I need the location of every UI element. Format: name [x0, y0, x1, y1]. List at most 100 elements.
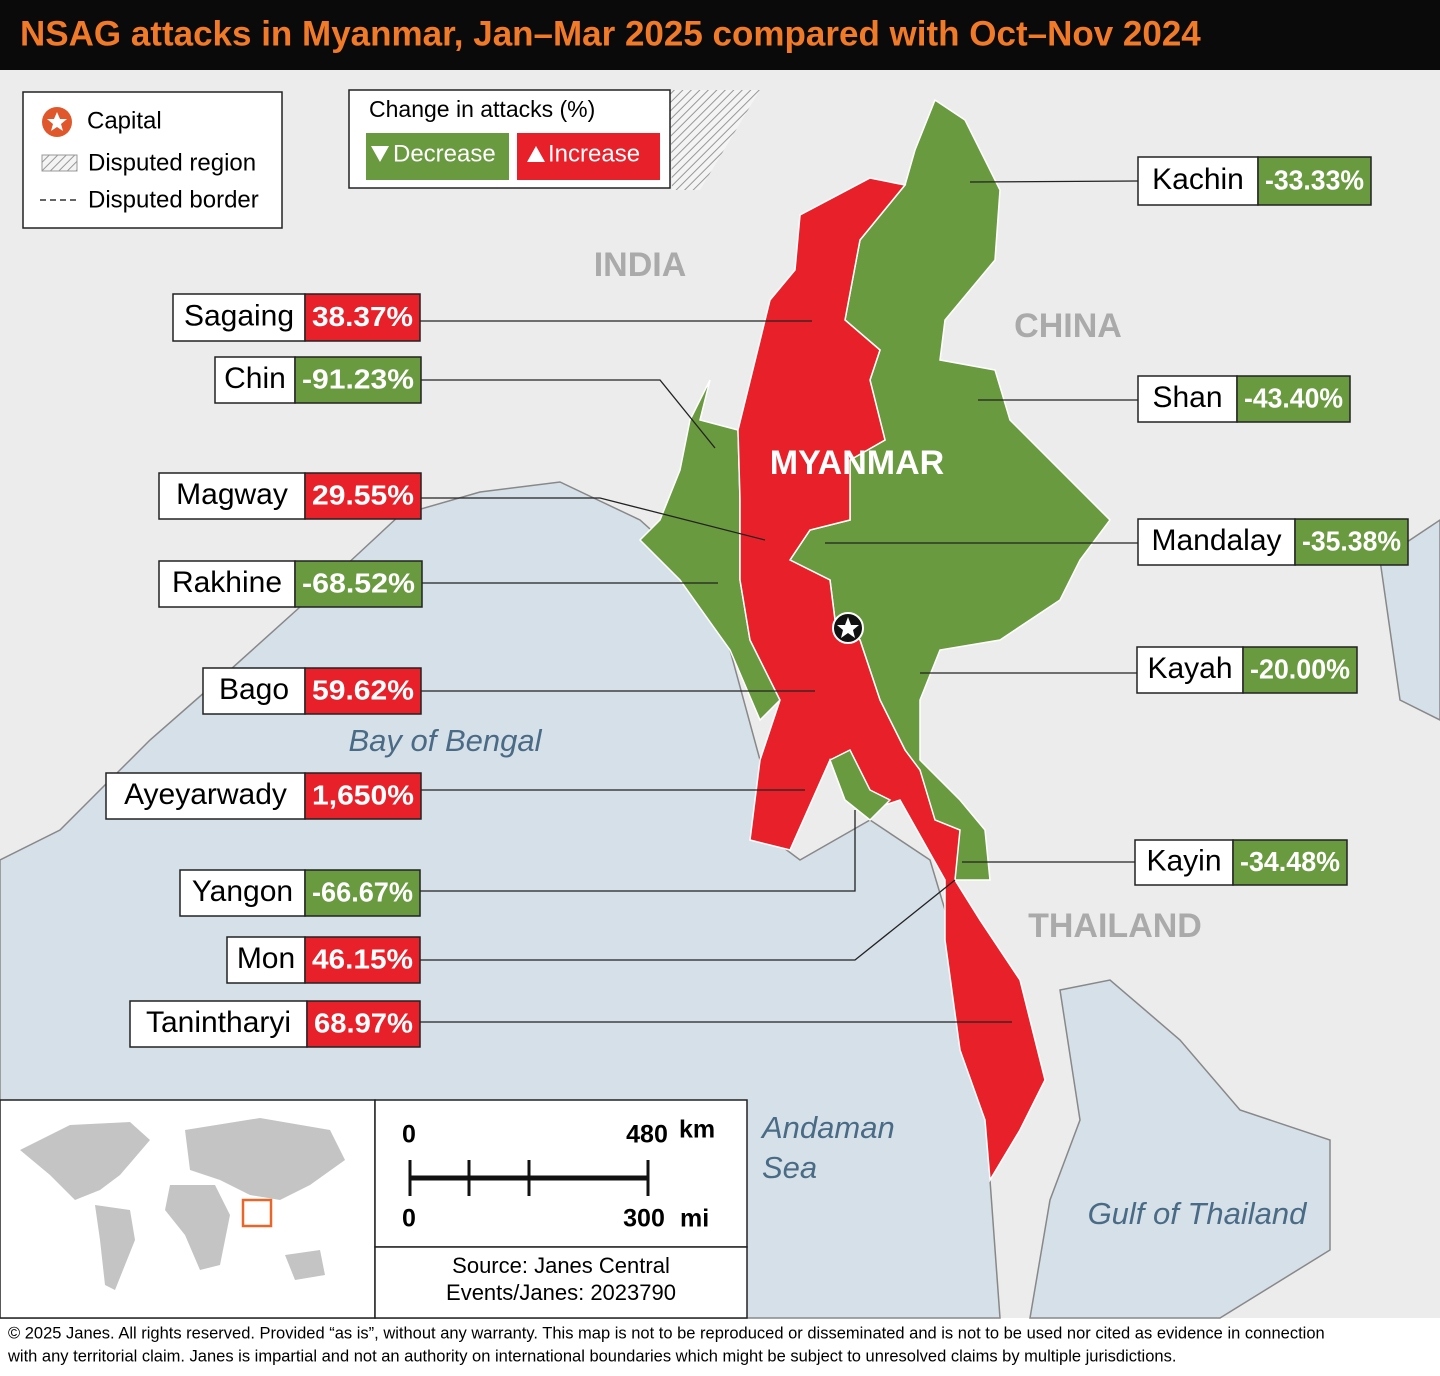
scale-unit: mi: [680, 1205, 709, 1233]
legend-label: Increase: [548, 140, 640, 167]
scale-label: 0: [402, 1205, 416, 1233]
decrease-swatch: [366, 133, 509, 180]
water-label: Sea: [762, 1150, 817, 1185]
country-label: THAILAND: [1028, 907, 1202, 945]
change-legend-title: Change in attacks (%): [369, 96, 595, 122]
region-name: Yangon: [192, 875, 293, 908]
leader-line: [421, 379, 716, 449]
source-box: [374, 1246, 748, 1319]
region-change: -91.23%: [302, 363, 414, 394]
name-box: [214, 356, 296, 404]
continent: [185, 1118, 345, 1200]
region-name: Kachin: [1152, 163, 1244, 196]
locator-frame: [241, 1198, 273, 1228]
region-name: Rakhine: [172, 566, 282, 599]
region-change: -34.48%: [1240, 846, 1340, 877]
region-change: -35.38%: [1302, 525, 1401, 556]
disputed-area: [670, 90, 760, 190]
value-box: [294, 356, 422, 404]
source-text: Events/Janes: 2023790: [446, 1280, 676, 1305]
region-change: 46.15%: [312, 943, 413, 974]
value-box: [1232, 839, 1348, 886]
gulf: [1029, 979, 1331, 1319]
scale-unit: km: [679, 1116, 715, 1144]
country-label: INDIA: [594, 246, 687, 284]
value-box: [1294, 518, 1409, 566]
region-name: Magway: [176, 478, 288, 511]
region-change: -43.40%: [1244, 382, 1343, 413]
region-name: Bago: [219, 673, 289, 706]
region-change: 1,650%: [312, 779, 414, 810]
region-name: Ayeyarwady: [124, 778, 287, 811]
title-bar: [0, 0, 1440, 70]
scale-label: 0: [402, 1121, 416, 1149]
name-box: [158, 472, 306, 520]
source-text: Source: Janes Central: [452, 1253, 670, 1278]
increase-arrow: [527, 146, 545, 162]
region-change: -68.52%: [302, 567, 415, 598]
value-box: [306, 1000, 421, 1048]
region-change: 68.97%: [314, 1007, 413, 1038]
region-change: -33.33%: [1265, 164, 1364, 195]
continent: [95, 1205, 135, 1290]
water-label: Andaman: [760, 1110, 895, 1145]
continent: [165, 1185, 230, 1270]
name-box: [172, 293, 306, 342]
capital-star: [837, 617, 859, 638]
value-box: [304, 772, 422, 820]
value-box: [304, 293, 421, 342]
leader-line: [421, 497, 766, 541]
region-name: Kayin: [1146, 844, 1221, 877]
footer-text: © 2025 Janes. All rights reserved. Provi…: [8, 1324, 1325, 1342]
region-central: [737, 177, 1046, 1183]
region-change: 59.62%: [312, 674, 414, 705]
region-change: -66.67%: [312, 876, 413, 907]
scale-label: 300: [623, 1205, 665, 1233]
name-box: [129, 1000, 308, 1048]
region-name: Chin: [224, 362, 286, 395]
leader-line: [969, 180, 1139, 183]
value-box: [304, 936, 421, 984]
value-box: [304, 667, 422, 715]
scale-box: [374, 1099, 748, 1248]
legend-label: Disputed border: [88, 186, 259, 213]
region-yangon: [829, 748, 892, 822]
value-box: [1242, 646, 1358, 694]
continent: [285, 1250, 325, 1280]
value-box: [1257, 156, 1372, 206]
region-name: Mon: [237, 942, 295, 975]
name-box: [1134, 839, 1234, 886]
footer-text: with any territorial claim. Janes is imp…: [7, 1347, 1176, 1365]
legend-label: Disputed region: [88, 149, 256, 176]
value-box: [304, 869, 421, 917]
water-label: Bay of Bengal: [348, 723, 542, 758]
legend-label: Capital: [87, 107, 162, 134]
legend-label: Decrease: [393, 140, 496, 167]
country-label: MYANMAR: [770, 444, 944, 482]
region-name: Sagaing: [184, 299, 294, 332]
region-change: 29.55%: [312, 479, 414, 510]
scale-label: 480: [626, 1121, 668, 1149]
region-change: -20.00%: [1250, 653, 1350, 684]
leader-line: [420, 879, 956, 961]
water-label: Gulf of Thailand: [1088, 1196, 1309, 1231]
world-map: [20, 1118, 345, 1290]
labels: Kachin -33.33% Sagaing 38.37% Chin -91.23% Sha…: [105, 156, 1409, 1048]
sea-east: [1379, 519, 1440, 721]
value-box: [304, 472, 422, 520]
region-name: Kayah: [1147, 652, 1232, 685]
name-box: [158, 560, 296, 608]
region-name: Mandalay: [1151, 524, 1281, 557]
value-box: [294, 560, 423, 608]
country-label: CHINA: [1014, 307, 1122, 345]
name-box: [202, 667, 306, 715]
leader-line: [420, 810, 856, 892]
region-name: Tanintharyi: [146, 1006, 291, 1039]
disputed-icon: [41, 154, 78, 172]
continent: [20, 1122, 150, 1200]
name-box: [105, 772, 306, 820]
region-change: 38.37%: [312, 301, 413, 332]
title: NSAG attacks in Myanmar, Jan–Mar 2025 co…: [20, 14, 1201, 53]
capital-icon-star: [47, 112, 67, 131]
